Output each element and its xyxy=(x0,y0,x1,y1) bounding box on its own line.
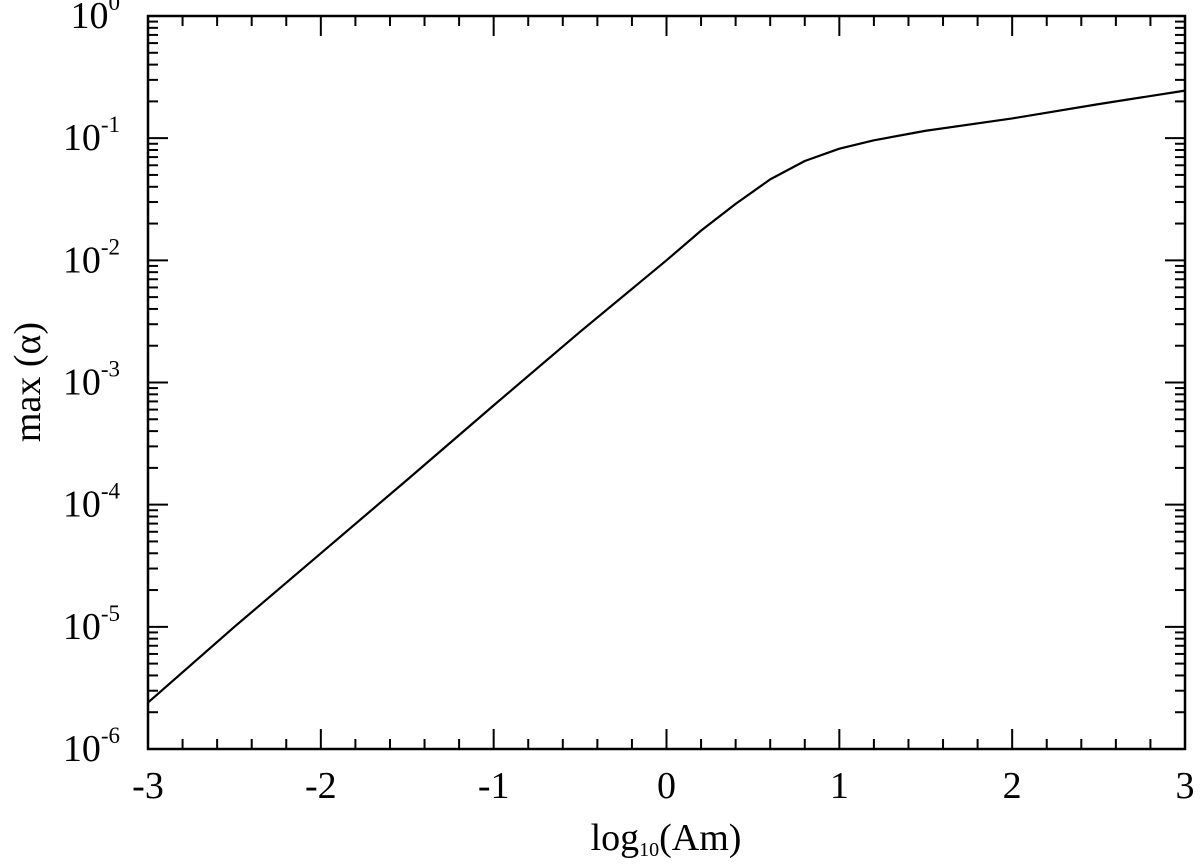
x-axis-title-prefix: log xyxy=(591,817,640,859)
x-tick-label: -2 xyxy=(305,765,337,807)
x-tick-label: 0 xyxy=(657,765,676,807)
y-tick-label-exponent: -4 xyxy=(101,479,121,504)
x-tick-label: -3 xyxy=(132,765,164,807)
y-tick-label-exponent: -3 xyxy=(101,357,120,382)
y-tick-label: 10-1 xyxy=(63,112,120,159)
y-tick-label-base: 10 xyxy=(71,0,109,37)
y-tick-label-base: 10 xyxy=(63,606,101,648)
y-tick-label-exponent: -6 xyxy=(101,723,120,748)
y-tick-label-exponent: 0 xyxy=(109,0,121,15)
x-tick-label: 1 xyxy=(830,765,849,807)
x-axis-title-subscript: 10 xyxy=(639,839,659,861)
ticks-layer xyxy=(147,15,1186,750)
x-tick-label: -1 xyxy=(478,765,510,807)
series-layer xyxy=(147,89,1186,704)
series-line xyxy=(147,89,1186,704)
y-tick-label: 10-2 xyxy=(63,234,120,281)
y-tick-label-base: 10 xyxy=(63,239,101,281)
y-tick-label: 10-6 xyxy=(63,723,120,770)
y-tick-label-exponent: -2 xyxy=(101,234,120,259)
y-tick-label-base: 10 xyxy=(63,484,101,526)
y-tick-label: 100 xyxy=(71,0,121,37)
y-tick-label-exponent: -5 xyxy=(101,601,120,626)
x-tick-labels: -3 -2 -1 0 1 2 3 xyxy=(132,765,1194,807)
x-tick-label: 3 xyxy=(1176,765,1195,807)
y-tick-label-base: 10 xyxy=(63,728,101,770)
y-tick-label: 10-5 xyxy=(63,601,120,648)
y-tick-label: 10-3 xyxy=(63,357,120,404)
y-tick-label-base: 10 xyxy=(63,117,101,159)
y-tick-label-base: 10 xyxy=(63,362,101,404)
x-axis-title: log10(Am) xyxy=(591,817,742,861)
x-axis-title-suffix: (Am) xyxy=(659,817,741,859)
y-tick-label-exponent: -1 xyxy=(101,112,120,137)
y-tick-label: 10-4 xyxy=(63,479,121,526)
y-axis-title: max (α) xyxy=(7,322,49,442)
x-tick-label: 2 xyxy=(1003,765,1022,807)
plot-frame xyxy=(146,14,1187,751)
